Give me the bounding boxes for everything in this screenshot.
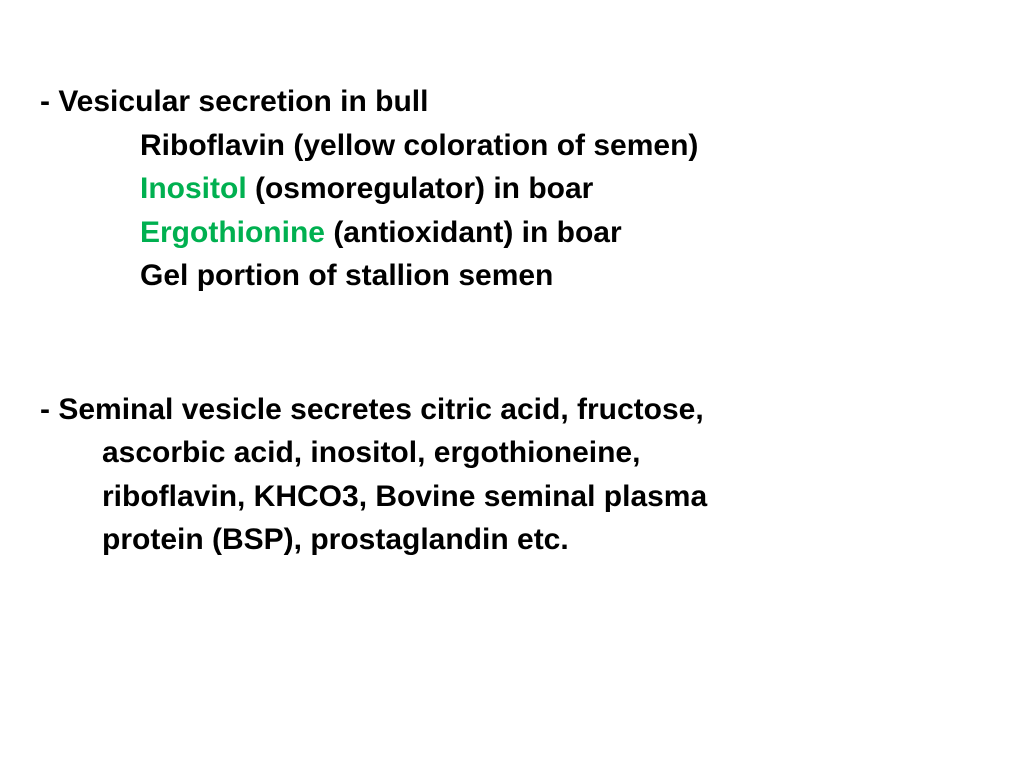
detail-gel-portion: Gel portion of stallion semen [40, 254, 984, 298]
highlight-ergothionine: Ergothionine [140, 216, 325, 249]
detail-line4: protein (BSP), prostaglandin etc. [40, 518, 984, 562]
section-seminal-vesicle: - Seminal vesicle secretes citric acid, … [40, 388, 984, 562]
section-vesicular-secretion: - Vesicular secretion in bull Riboflavin… [40, 80, 984, 298]
detail-inositol: Inositol (osmoregulator) in boar [40, 167, 984, 211]
detail-ergothionine: Ergothionine (antioxidant) in boar [40, 211, 984, 255]
highlight-inositol: Inositol [140, 172, 247, 205]
detail-line3: riboflavin, KHCO3, Bovine seminal plasma [40, 475, 984, 519]
slide-content: - Vesicular secretion in bull Riboflavin… [40, 80, 984, 562]
detail-inositol-rest: (osmoregulator) in boar [247, 172, 594, 205]
bullet-heading-1: - Vesicular secretion in bull [40, 80, 984, 124]
detail-line2: ascorbic acid, inositol, ergothioneine, [40, 431, 984, 475]
detail-ergothionine-rest: (antioxidant) in boar [325, 216, 622, 249]
bullet-heading-2: - Seminal vesicle secretes citric acid, … [40, 388, 984, 432]
detail-riboflavin: Riboflavin (yellow coloration of semen) [40, 124, 984, 168]
